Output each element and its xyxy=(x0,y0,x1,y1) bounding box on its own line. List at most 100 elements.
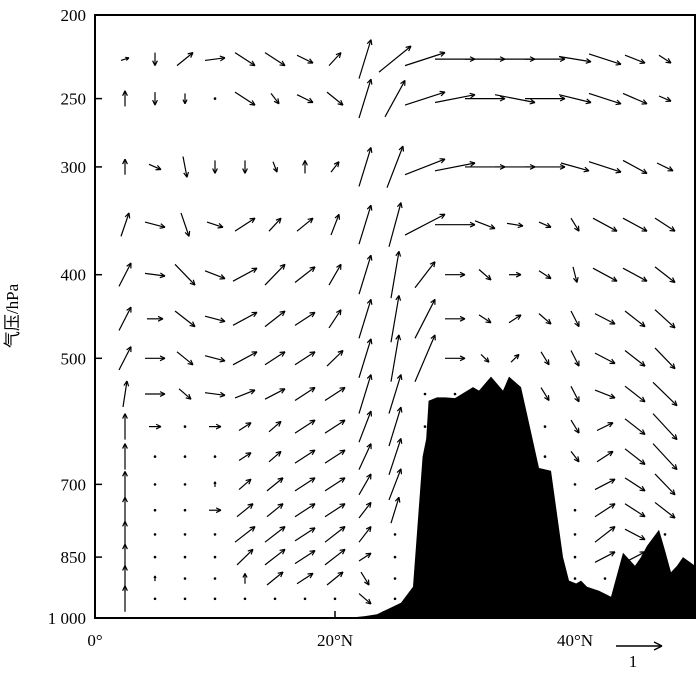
wind-vector xyxy=(543,508,547,512)
wind-vector xyxy=(324,503,346,518)
reference-vector-label: 1 xyxy=(629,652,638,671)
wind-vector xyxy=(268,217,282,232)
wind-vector xyxy=(266,503,284,518)
wind-vector xyxy=(390,250,402,299)
wind-vector xyxy=(404,158,446,176)
wind-vector xyxy=(234,217,256,232)
y-tick-label-0: 200 xyxy=(61,6,87,25)
wind-vector xyxy=(508,314,522,324)
x-tick-label-0: 0° xyxy=(87,631,102,650)
wind-vector xyxy=(176,351,194,366)
wind-vector xyxy=(176,52,194,67)
y-tick-label-2: 300 xyxy=(61,158,87,177)
wind-vector xyxy=(122,413,128,440)
wind-vector xyxy=(483,555,487,559)
wind-vector xyxy=(474,220,496,230)
y-tick-label-1: 250 xyxy=(61,90,87,109)
wind-vector xyxy=(145,355,166,362)
wind-vector xyxy=(358,593,372,605)
wind-vector xyxy=(358,39,373,79)
wind-vector xyxy=(423,483,427,486)
wind-vector xyxy=(654,501,676,519)
wind-vector xyxy=(453,392,457,396)
wind-vector xyxy=(326,571,344,586)
wind-vector xyxy=(242,573,248,584)
wind-vector xyxy=(358,338,373,378)
wind-vector xyxy=(483,508,487,512)
wind-vector xyxy=(570,385,580,403)
wind-vector xyxy=(153,555,157,559)
wind-vector xyxy=(658,54,672,64)
wind-vector xyxy=(414,298,436,339)
wind-vector xyxy=(182,93,188,105)
wind-vector xyxy=(120,212,131,237)
axis-ticks xyxy=(94,14,576,619)
wind-vector xyxy=(538,270,552,280)
wind-vector xyxy=(663,555,667,559)
wind-vector xyxy=(358,473,372,496)
wind-vector xyxy=(494,94,536,105)
wind-vector xyxy=(236,548,254,566)
wind-vector xyxy=(234,526,256,543)
wind-vector xyxy=(213,455,217,458)
wind-vector xyxy=(453,533,457,536)
wind-vector xyxy=(483,483,487,486)
wind-vector xyxy=(358,526,372,543)
reference-vector: 1 xyxy=(616,641,663,671)
wind-vector xyxy=(294,477,316,492)
wind-vector xyxy=(153,483,157,486)
wind-vector xyxy=(404,213,446,236)
wind-vector xyxy=(294,527,316,542)
wind-vector xyxy=(204,315,226,324)
wind-vector xyxy=(333,597,337,601)
wind-vector xyxy=(588,53,622,66)
wind-vector xyxy=(570,350,580,367)
wind-vector xyxy=(324,386,346,402)
wind-vector xyxy=(478,314,492,324)
wind-vector xyxy=(423,425,427,428)
wind-vector xyxy=(118,346,132,371)
wind-vector xyxy=(596,422,614,432)
wind-vector xyxy=(624,448,646,465)
wind-vector xyxy=(122,380,130,408)
wind-vector xyxy=(243,597,247,601)
wind-vector xyxy=(266,571,284,586)
wind-vector xyxy=(183,483,187,486)
wind-vector xyxy=(423,508,427,512)
wind-vector xyxy=(122,585,128,612)
wind-vector xyxy=(624,385,646,403)
wind-vector xyxy=(483,425,487,428)
wind-vector xyxy=(390,496,401,524)
wind-vector xyxy=(264,548,286,566)
y-tick-label-7: 1 000 xyxy=(48,609,86,628)
wind-vector xyxy=(513,597,517,601)
wind-vector xyxy=(234,91,256,106)
wind-vector xyxy=(153,455,157,458)
wind-vector xyxy=(423,555,427,559)
wind-vector xyxy=(294,419,316,434)
wind-vector xyxy=(153,533,157,536)
wind-vector xyxy=(242,160,248,174)
wind-vector xyxy=(358,443,372,470)
wind-vector xyxy=(435,221,476,228)
wind-vector xyxy=(592,267,618,282)
wind-vector xyxy=(302,160,308,174)
wind-vector xyxy=(622,92,648,105)
wind-vector xyxy=(390,334,402,382)
wind-vector xyxy=(122,471,128,498)
wind-vector xyxy=(624,477,646,492)
wind-vector xyxy=(434,161,476,172)
wind-vector xyxy=(388,468,403,501)
wind-vector xyxy=(213,481,217,487)
wind-vector xyxy=(453,425,457,428)
plot-frame xyxy=(94,14,696,619)
wind-vector xyxy=(144,272,166,279)
wind-vector xyxy=(388,437,403,475)
wind-vector xyxy=(570,310,580,328)
wind-vector xyxy=(513,392,517,396)
wind-vector xyxy=(178,388,192,400)
wind-vector xyxy=(423,577,427,580)
wind-vector xyxy=(358,374,373,414)
wind-vector xyxy=(153,597,157,601)
wind-vector xyxy=(324,419,346,434)
